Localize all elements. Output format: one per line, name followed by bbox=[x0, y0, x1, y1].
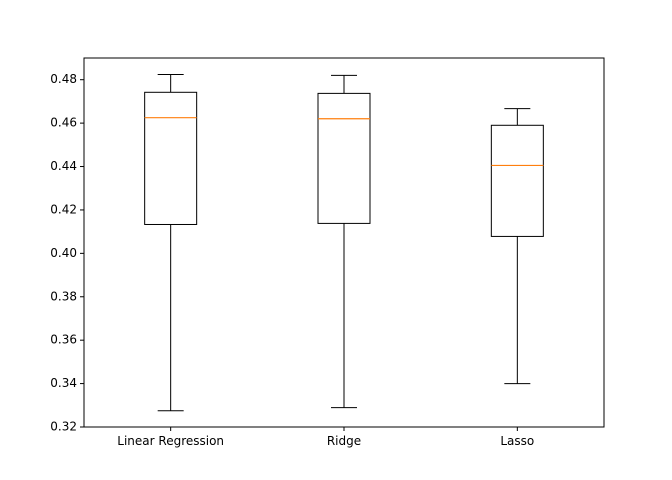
y-tick-label: 0.48 bbox=[50, 72, 77, 86]
y-tick-label: 0.38 bbox=[50, 289, 77, 303]
x-tick-label: Ridge bbox=[327, 434, 361, 448]
iqr-box bbox=[317, 92, 371, 224]
x-tick-label: Linear Regression bbox=[117, 434, 224, 448]
box-group bbox=[490, 108, 544, 385]
x-axis: Linear Regression Ridge Lasso bbox=[117, 427, 534, 448]
boxes-layer bbox=[144, 73, 544, 412]
y-tick-label: 0.40 bbox=[50, 246, 77, 260]
box-group bbox=[317, 74, 371, 409]
y-tick-label: 0.32 bbox=[50, 420, 77, 434]
x-tick-label: Lasso bbox=[500, 434, 534, 448]
y-tick-label: 0.36 bbox=[50, 333, 77, 347]
iqr-box bbox=[144, 91, 198, 225]
y-tick-label: 0.34 bbox=[50, 376, 77, 390]
y-tick-label: 0.44 bbox=[50, 159, 77, 173]
y-tick-label: 0.42 bbox=[50, 202, 77, 216]
iqr-box bbox=[490, 124, 544, 237]
plot-frame bbox=[83, 57, 605, 428]
y-tick-label: 0.46 bbox=[50, 116, 77, 130]
box-group bbox=[144, 73, 198, 412]
y-axis: 0.32 0.34 0.36 0.38 0.40 0.42 0.44 0.46 0.48 bbox=[50, 72, 84, 434]
